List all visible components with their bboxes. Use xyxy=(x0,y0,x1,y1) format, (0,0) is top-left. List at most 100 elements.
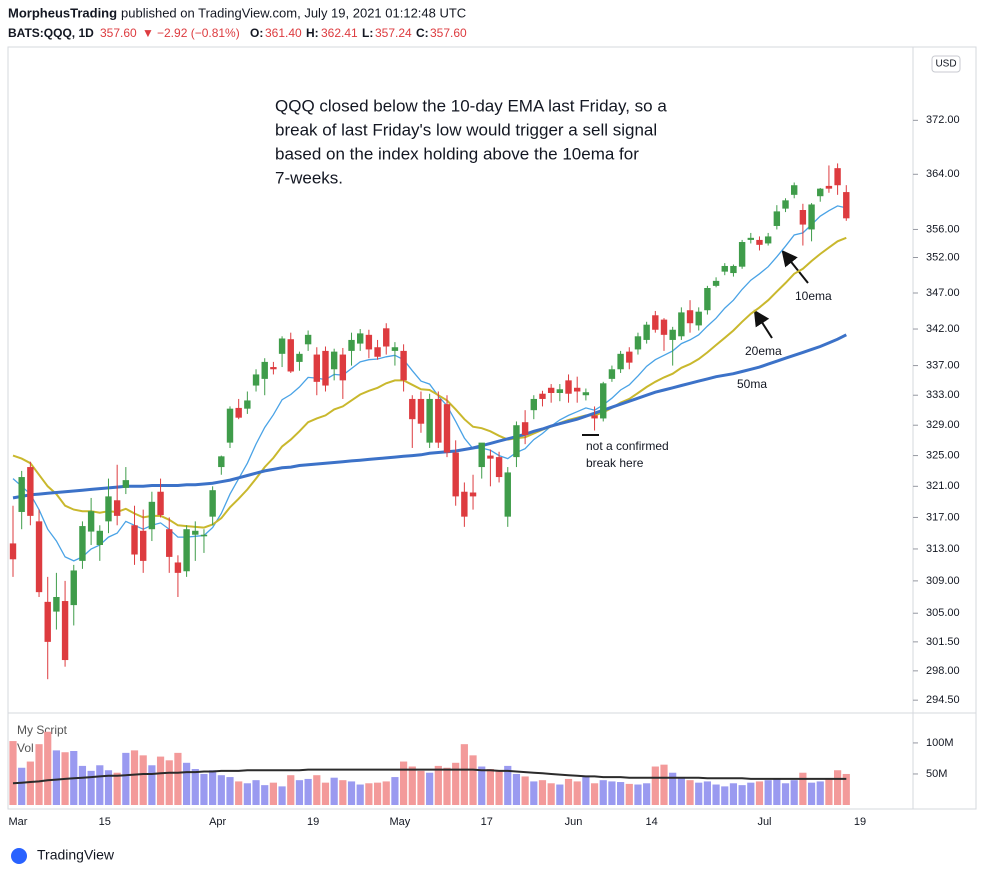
candle-body xyxy=(192,530,199,535)
volume-bar xyxy=(252,780,260,805)
volume-bar xyxy=(443,767,451,805)
candle-body xyxy=(87,511,95,532)
volume-bar xyxy=(365,783,373,805)
candle-body xyxy=(348,339,355,351)
volume-bar xyxy=(373,782,382,805)
candle-body xyxy=(643,324,650,340)
volume-bar xyxy=(738,785,746,805)
volume-bar xyxy=(781,783,790,805)
moving-average xyxy=(12,236,847,529)
volume-bar xyxy=(200,773,208,805)
candle-body xyxy=(704,288,711,311)
candle-body xyxy=(53,596,60,612)
candle-body xyxy=(730,265,737,274)
volume-bar xyxy=(209,770,217,805)
volume-bar xyxy=(486,769,494,805)
volume-bar xyxy=(104,770,113,805)
volume-bar xyxy=(148,765,156,805)
volume-bar xyxy=(807,782,816,805)
volume-bar xyxy=(52,750,60,805)
l-label: L: xyxy=(362,26,373,40)
candle-body xyxy=(391,347,399,351)
volume-bar xyxy=(347,781,356,805)
candle-body xyxy=(357,333,364,344)
volume-bar xyxy=(96,765,104,805)
candle-body xyxy=(791,185,798,195)
volume-bar xyxy=(87,770,95,805)
volume-bar xyxy=(755,781,764,805)
volume-bar xyxy=(703,781,711,805)
annotation: QQQ closed below the 10-day EMA last Fri… xyxy=(275,96,667,115)
candle-body xyxy=(721,265,728,272)
candle-body xyxy=(608,369,616,379)
label-20ema: 20ema xyxy=(745,344,782,358)
candle-body xyxy=(426,398,433,443)
volume-bar xyxy=(321,782,330,805)
y-tick-label: 352.00 xyxy=(926,251,960,263)
currency-badge xyxy=(931,55,961,73)
x-tick-label: Jun xyxy=(565,816,583,828)
candle-body xyxy=(626,351,633,363)
candle-body xyxy=(131,525,138,555)
volume-bar xyxy=(356,784,364,805)
y-tick-label: 325.00 xyxy=(926,449,960,461)
volume-bar xyxy=(452,762,460,805)
volume-bar xyxy=(304,778,312,805)
arrow-20ema xyxy=(753,309,773,339)
candle-body xyxy=(287,339,294,372)
y-tick-label: 305.00 xyxy=(926,607,960,619)
volume-bar xyxy=(729,783,738,805)
volume-bar xyxy=(547,783,555,805)
candle-body xyxy=(738,242,746,267)
candle-body xyxy=(452,452,459,497)
volume-bar xyxy=(217,775,225,805)
candle-body xyxy=(174,562,182,573)
x-tick-label: 19 xyxy=(854,816,866,828)
candle-body xyxy=(582,392,590,396)
candle-body xyxy=(756,239,763,245)
volume-bar xyxy=(113,772,121,805)
candle-body xyxy=(695,311,702,326)
candle-body xyxy=(600,383,607,419)
candle-body xyxy=(148,501,156,530)
candle-body xyxy=(70,570,77,606)
volume-bar xyxy=(582,776,590,805)
c-label: C: xyxy=(416,26,429,40)
volume-bar xyxy=(617,782,625,805)
volume-bar xyxy=(686,780,694,805)
candle-body xyxy=(417,398,425,424)
x-tick-label: 17 xyxy=(481,816,493,828)
volume-bar xyxy=(35,744,43,805)
y-tick-label: 356.00 xyxy=(926,223,960,235)
candle-body xyxy=(200,534,208,537)
candle-body xyxy=(799,210,807,225)
candle-body xyxy=(617,353,624,370)
label-50ma: 50ma xyxy=(737,377,767,391)
volume-bar xyxy=(660,764,668,805)
volume-bar xyxy=(634,784,642,805)
x-tick-label: Mar xyxy=(9,816,28,828)
volume-bar xyxy=(278,786,286,805)
candle-body xyxy=(226,408,234,443)
volume-bar xyxy=(608,781,616,805)
volume-bar xyxy=(651,766,659,805)
volume-bar xyxy=(834,770,842,805)
y-tick-label: 364.00 xyxy=(926,168,960,180)
candle-body xyxy=(591,415,598,419)
candle-body xyxy=(686,310,694,324)
symbol: BATS:QQQ, 1D xyxy=(8,26,94,40)
candle-body xyxy=(504,472,511,517)
volume-bar xyxy=(764,780,772,805)
pane-series: Vol xyxy=(17,741,34,755)
publisher: MorpheusTrading xyxy=(8,5,117,20)
candle-body xyxy=(166,529,173,557)
candle-body xyxy=(634,336,642,350)
pane-title: My Script xyxy=(17,723,68,737)
h-value: 362.41 xyxy=(321,26,358,40)
candle-body xyxy=(157,491,164,516)
volume-bar xyxy=(330,777,338,805)
candle-body xyxy=(105,496,112,522)
candle-body xyxy=(183,529,190,572)
x-tick-label: 14 xyxy=(646,816,658,828)
volume-bar xyxy=(721,786,729,805)
